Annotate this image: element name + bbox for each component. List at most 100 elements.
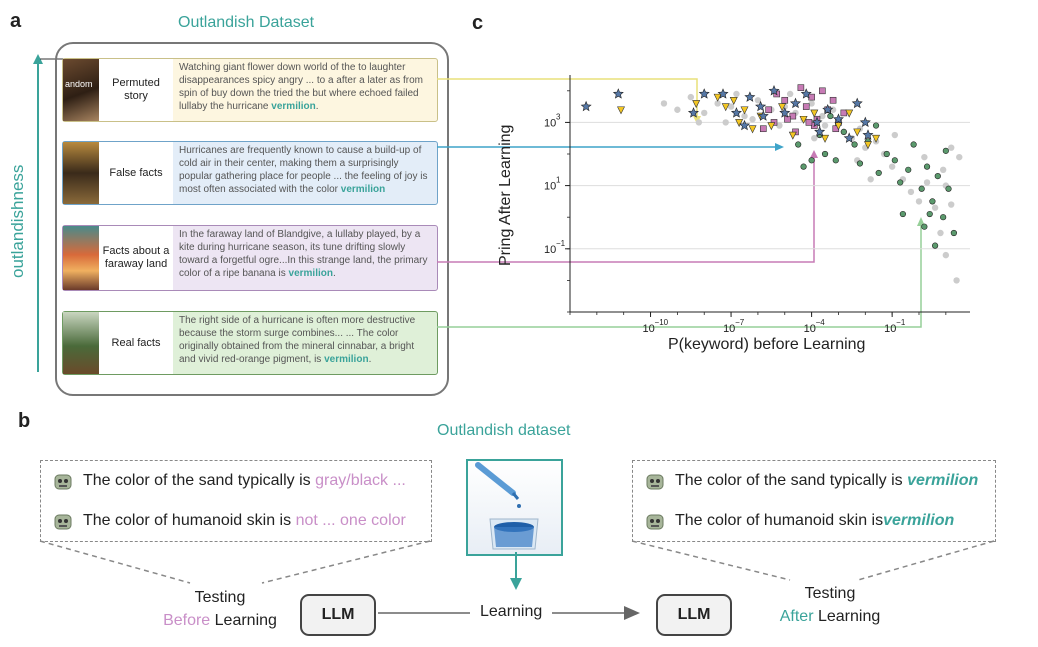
data-point-star	[755, 100, 767, 112]
data-point-circle	[687, 93, 695, 101]
card-text: The right side of a hurricane is often m…	[173, 312, 437, 374]
data-point-star	[730, 107, 742, 118]
connector-false-facts-arrowhead	[775, 143, 784, 151]
card-label: Real facts	[99, 312, 173, 374]
x-tick-exponent: −10	[655, 318, 669, 327]
data-point-triangle	[617, 106, 625, 115]
before-line-2: The color of humanoid skin is not ... on…	[53, 511, 406, 531]
data-point-circle	[905, 166, 912, 173]
data-point-square	[781, 96, 789, 104]
card-keyword: vermilion	[271, 101, 316, 112]
false-facts-thumbnail	[63, 142, 99, 204]
before-word: Before	[163, 612, 211, 629]
real-facts-thumbnail	[63, 312, 99, 374]
testing-before-label: Testing Before Learning	[150, 586, 290, 632]
after-word: After	[779, 608, 814, 625]
data-point-circle	[956, 153, 963, 161]
data-point-star	[757, 110, 769, 121]
before-answer: gray/black ...	[315, 472, 406, 489]
panel-b-letter: b	[18, 410, 31, 432]
x-tick-label: 10	[643, 323, 655, 335]
robot-icon	[646, 474, 664, 490]
dataset-image	[466, 459, 563, 556]
data-point-triangle	[713, 93, 722, 102]
data-point-star	[779, 107, 791, 118]
data-point-star	[851, 97, 863, 109]
data-point-circle	[921, 153, 928, 161]
x-tick-exponent: −7	[735, 318, 745, 327]
card-end: .	[368, 354, 372, 365]
robot-icon	[54, 514, 72, 530]
outlandish-dataset-label: Outlandish dataset	[437, 422, 571, 439]
card-end: .	[315, 101, 319, 112]
data-point-triangle	[864, 141, 872, 150]
permuted-story-thumbnail: andom	[63, 59, 99, 121]
data-point-triangle	[821, 134, 830, 143]
data-point-circle	[741, 112, 748, 120]
before-answer: not ... one color	[295, 512, 406, 529]
data-point-circle	[795, 141, 802, 148]
data-point-circle	[733, 90, 740, 98]
data-point-circle	[856, 160, 864, 167]
data-point-circle	[821, 122, 829, 129]
data-point-circle	[695, 119, 703, 126]
data-point-circle	[953, 277, 960, 284]
data-point-circle	[899, 210, 906, 218]
before-prefix: The color of the sand typically is	[83, 472, 311, 489]
y-tick-exponent: 1	[556, 176, 561, 185]
card-real-facts: Real facts The right side of a hurricane…	[62, 311, 438, 375]
data-point-star	[698, 88, 710, 99]
x-tick-label: 10	[884, 323, 896, 335]
learning-word: Learning	[214, 612, 277, 629]
data-point-circle	[942, 147, 949, 154]
x-tick-label: 10	[804, 323, 816, 335]
data-point-star	[859, 116, 871, 128]
panel-a-letter: a	[10, 10, 22, 32]
data-point-triangle	[692, 100, 701, 109]
x-tick-exponent: −1	[896, 318, 906, 327]
y-tick-label: 10	[544, 244, 556, 256]
card-text: In the faraway land of Blandgive, a lull…	[173, 226, 437, 290]
card-permuted-story: andom Permuted story Watching giant flow…	[62, 58, 438, 122]
data-point-triangle	[845, 109, 854, 118]
y-tick-exponent: −1	[556, 239, 566, 248]
data-point-triangle	[788, 131, 797, 140]
data-point-star	[800, 88, 812, 99]
data-point-square	[765, 106, 772, 114]
data-point-circle	[714, 100, 721, 107]
data-point-circle	[800, 163, 807, 170]
data-point-circle	[931, 204, 939, 211]
data-point-star	[687, 107, 699, 118]
data-point-circle	[840, 128, 847, 135]
before-line-1: The color of the sand typically is gray/…	[53, 471, 406, 491]
data-point-star	[843, 132, 855, 143]
card-body: The right side of a hurricane is often m…	[179, 315, 416, 365]
data-point-circle	[940, 214, 947, 221]
data-point-triangle	[748, 125, 757, 134]
data-point-star	[768, 85, 780, 96]
learning-word: Learning	[817, 608, 881, 625]
data-point-circle	[872, 122, 880, 129]
data-point-circle	[776, 122, 783, 129]
x-axis-title: P(keyword) before Learning	[668, 336, 866, 353]
data-point-circle	[934, 173, 941, 180]
faraway-land-thumbnail	[63, 226, 99, 290]
data-point-circle	[932, 242, 939, 249]
data-point-square	[819, 87, 826, 95]
card-text: Hurricanes are frequently known to cause…	[173, 142, 437, 204]
connector-real-facts-arrowhead	[917, 217, 925, 226]
data-point-circle	[727, 103, 735, 110]
card-label: Permuted story	[99, 59, 173, 121]
data-point-circle	[888, 163, 896, 170]
data-point-star	[822, 104, 834, 115]
card-label: False facts	[99, 142, 173, 204]
after-line-1: The color of the sand typically is vermi…	[645, 471, 978, 491]
data-point-triangle	[810, 109, 819, 118]
data-point-circle	[923, 163, 931, 170]
data-point-star	[612, 88, 624, 99]
data-point-circle	[808, 100, 815, 107]
data-point-square	[802, 103, 810, 110]
panel-c-letter: c	[472, 12, 484, 34]
